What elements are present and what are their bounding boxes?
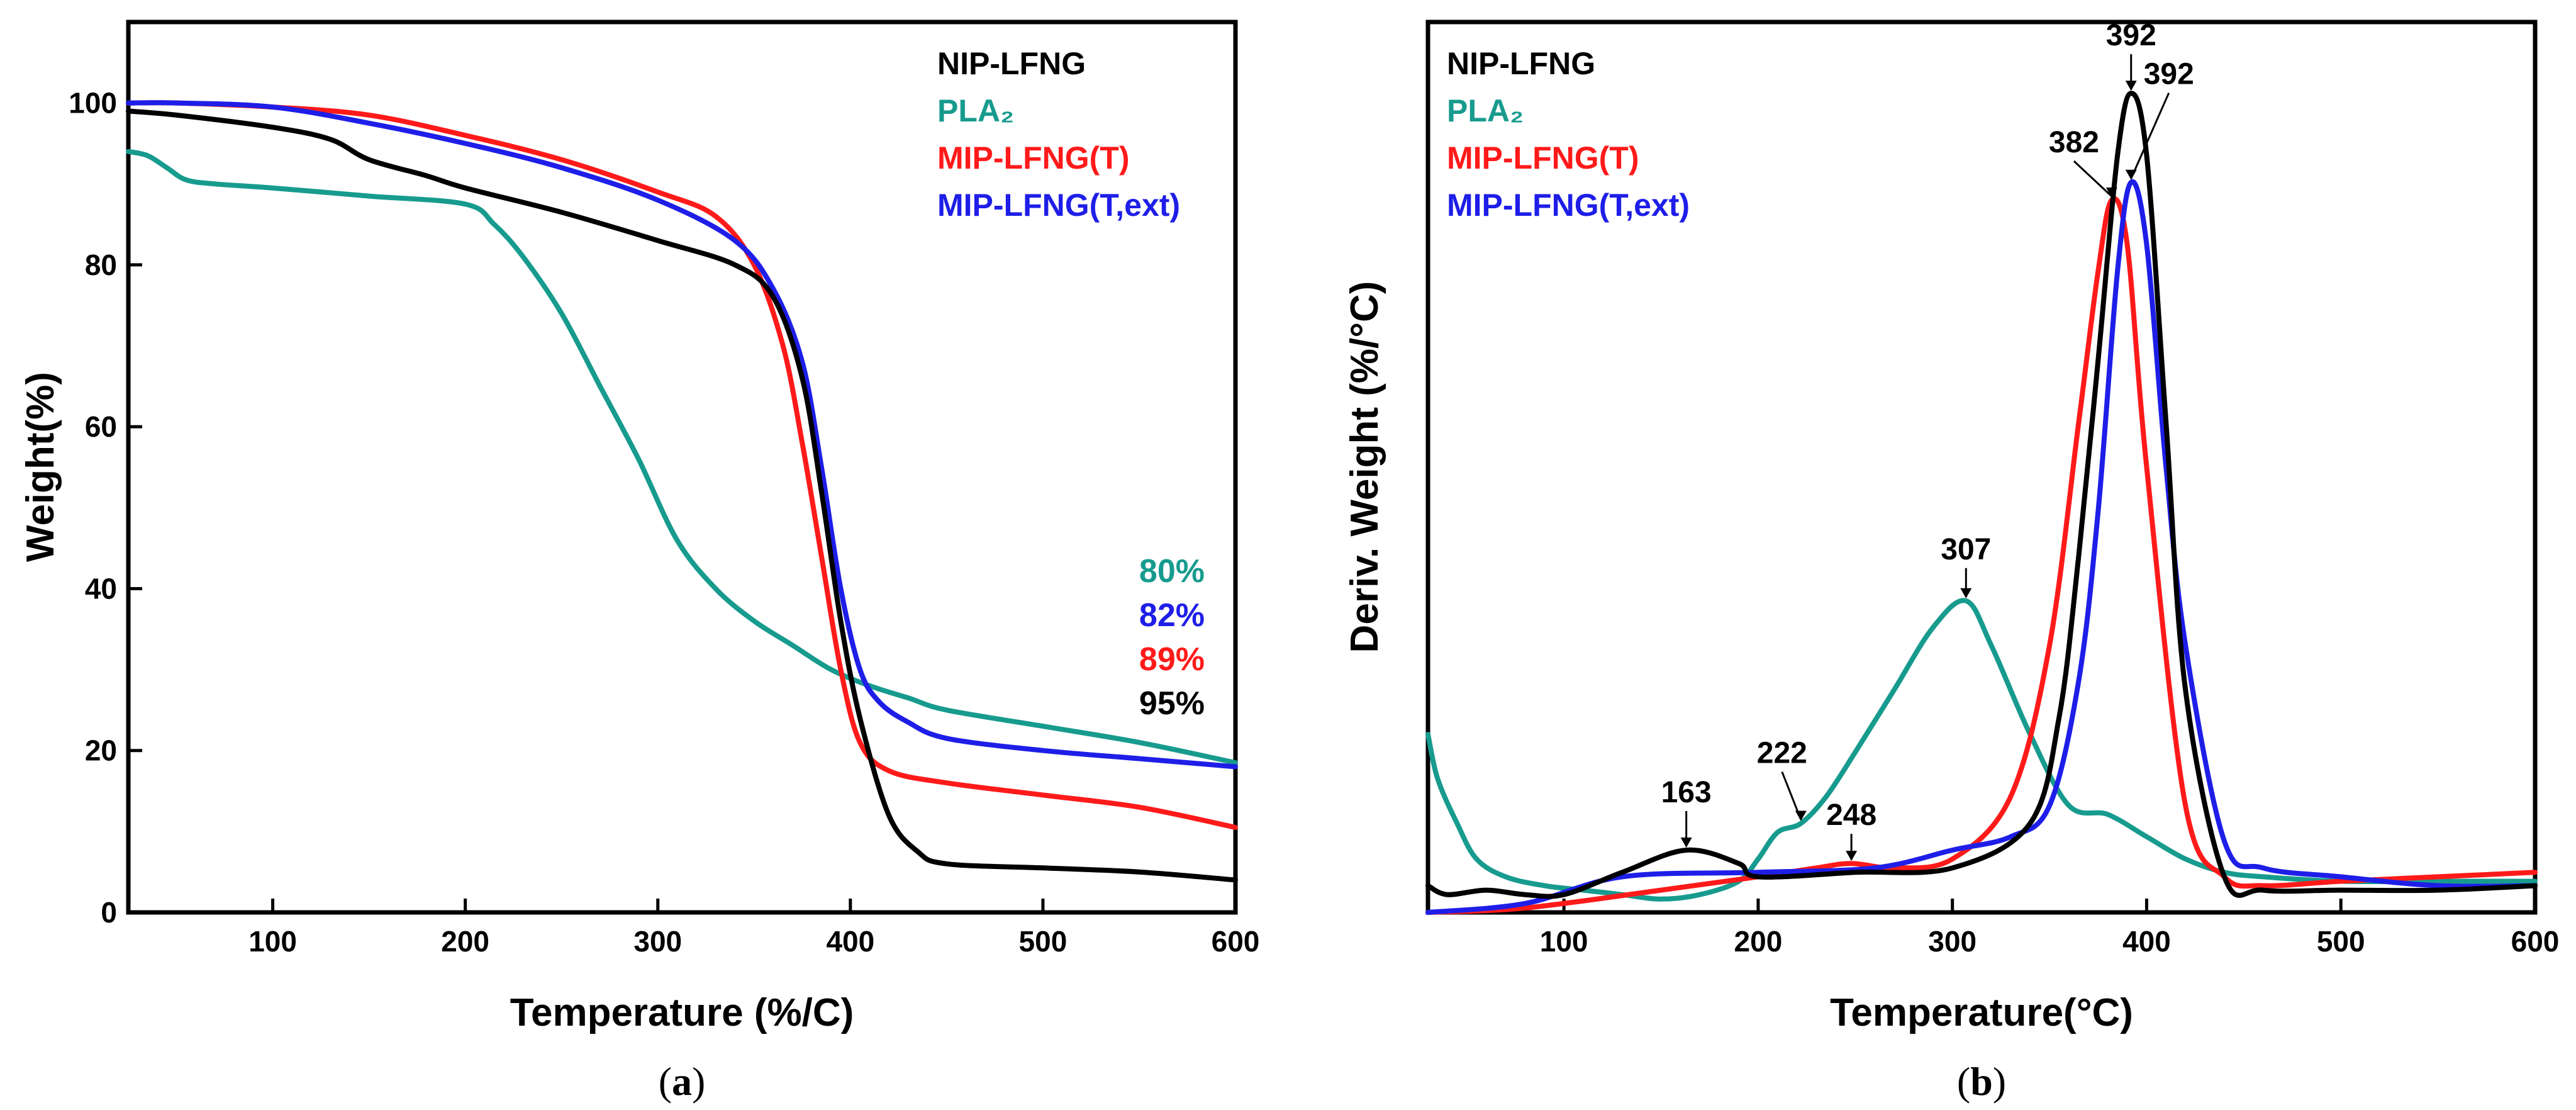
peak-label-382: 382 [2049, 126, 2099, 159]
residue-label-pla2: 80% [1139, 553, 1205, 590]
panel-b-peak-annotations: 392 392 382 307 163 222 248 [1661, 19, 2194, 861]
series-line-mip-lfng-t-ext [1425, 179, 2538, 915]
series-line-mip-lfng-t-ext [126, 100, 1238, 770]
panel-a-legend-pla2: PLA₂ [937, 93, 1014, 128]
peak-arrow-382 [2073, 160, 2112, 198]
y-tick-label: 0 [101, 896, 117, 929]
panel-a-ticks: 100 200 300 400 500 600 0 20 40 60 80 100 [69, 87, 1259, 958]
peak-label-163: 163 [1661, 776, 1712, 809]
panel-a-y-axis-label: Weight(%) [19, 372, 62, 562]
panel-b-y-axis-label: Deriv. Weight (%/°C) [1343, 281, 1386, 653]
panel-a-legend-mip-t: MIP-LFNG(T) [937, 140, 1129, 176]
panel-b-plot-frame [1425, 20, 2538, 915]
panel-b-series [1425, 91, 2538, 915]
residue-label-mip-t: 89% [1139, 641, 1205, 678]
peak-arrowhead-382 [2105, 188, 2117, 198]
series-line-pla2 [1425, 598, 2538, 902]
x-tick-label: 400 [2122, 925, 2171, 958]
y-tick-label: 40 [85, 572, 117, 605]
x-tick-label: 400 [826, 925, 874, 958]
panel-a-residue-labels: 80% 82% 89% 95% [1139, 553, 1205, 722]
peak-label-248: 248 [1826, 799, 1876, 832]
peak-label-392: 392 [2144, 58, 2194, 91]
peak-arrowhead-392 [2125, 81, 2137, 91]
y-tick-label: 60 [85, 410, 117, 443]
x-tick-label: 200 [1734, 925, 1783, 958]
panel-b-ticks: 100 200 300 400 500 600 [1540, 899, 2560, 958]
panel-a-caption: (a) [659, 1059, 706, 1104]
panel-b-chart: 100 200 300 400 500 600 392 392 382 307 163 222 248… [1343, 19, 2559, 1104]
panel-a-legend-nip: NIP-LFNG [937, 46, 1086, 81]
y-tick-label: 80 [85, 249, 117, 281]
panel-a-x-axis-label: Temperature (%/C) [510, 991, 854, 1034]
series-line-nip-lfng [126, 108, 1238, 883]
x-tick-label: 500 [1019, 925, 1068, 958]
x-tick-label: 300 [633, 925, 682, 958]
panel-b-caption-letter: b [1970, 1059, 1993, 1104]
panel-a-legend: NIP-LFNG PLA₂ MIP-LFNG(T) MIP-LFNG(T,ext… [937, 46, 1180, 223]
panel-a-legend-mip-t-ext: MIP-LFNG(T,ext) [937, 188, 1180, 223]
panel-a-caption-letter: a [672, 1059, 692, 1104]
x-tick-label: 100 [248, 925, 297, 958]
panel-b-legend-mip-t: MIP-LFNG(T) [1447, 140, 1639, 176]
residue-label-nip: 95% [1139, 685, 1205, 722]
panel-a-chart: 100 200 300 400 500 600 0 20 40 60 80 100 NIP-LFNG … [19, 20, 1259, 1104]
peak-label-307: 307 [1941, 533, 1991, 566]
peak-arrowhead-163 [1680, 837, 1692, 848]
x-tick-label: 600 [1212, 925, 1260, 958]
peak-arrowhead-307 [1960, 588, 1972, 598]
peak-arrowhead-248 [1846, 851, 1858, 861]
y-tick-label: 20 [85, 734, 117, 767]
residue-label-mip-t-ext: 82% [1139, 597, 1205, 634]
peak-arrow-392 [2130, 92, 2170, 179]
x-tick-label: 200 [441, 925, 489, 958]
panel-b-x-axis-label: Temperature(°C) [1830, 991, 2133, 1034]
peak-arrowhead-222 [1795, 810, 1807, 821]
panel-a-series [126, 100, 1238, 883]
peak-arrowhead-392 [2125, 169, 2137, 180]
panel-b-caption: (b) [1957, 1059, 2006, 1104]
x-tick-label: 600 [2511, 925, 2560, 958]
x-tick-label: 300 [1928, 925, 1977, 958]
series-line-nip-lfng [1425, 91, 2538, 899]
series-line-mip-lfng-t [126, 100, 1238, 830]
series-line-pla2 [126, 149, 1238, 765]
panel-b-legend-pla2: PLA₂ [1447, 93, 1524, 128]
panel-b-legend: NIP-LFNG PLA₂ MIP-LFNG(T) MIP-LFNG(T,ext… [1447, 46, 1690, 223]
x-tick-label: 100 [1540, 925, 1588, 958]
panel-a-plot-frame [126, 20, 1238, 915]
peak-label-392: 392 [2106, 19, 2156, 52]
panel-b-legend-mip-t-ext: MIP-LFNG(T,ext) [1447, 188, 1690, 223]
panel-b-legend-nip: NIP-LFNG [1447, 46, 1595, 81]
x-tick-label: 500 [2317, 925, 2365, 958]
y-tick-label: 100 [69, 87, 117, 120]
peak-label-222: 222 [1757, 737, 1807, 770]
